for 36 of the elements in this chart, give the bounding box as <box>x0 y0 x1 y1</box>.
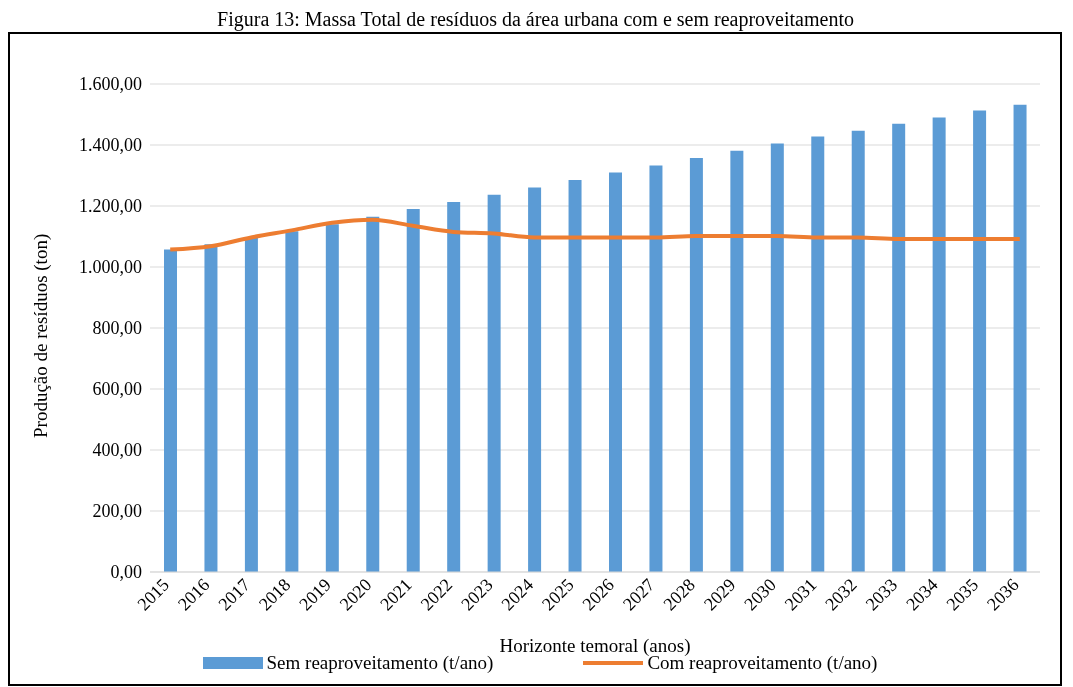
bar <box>164 249 177 572</box>
line-series <box>168 217 1022 252</box>
bar <box>487 194 501 572</box>
y-tick-label: 800,00 <box>92 318 142 339</box>
bar <box>973 110 987 572</box>
bar <box>609 172 622 572</box>
y-tick-label: 1.000,00 <box>79 257 142 278</box>
y-tick-label: 1.400,00 <box>79 135 142 156</box>
y-tick-label: 0,00 <box>110 562 142 583</box>
bar <box>932 117 946 572</box>
bar <box>1013 104 1027 572</box>
bar <box>366 216 380 572</box>
bar <box>851 130 865 572</box>
bar <box>811 136 825 572</box>
y-tick-label: 1.600,00 <box>79 74 142 95</box>
bar <box>244 238 258 572</box>
bar <box>730 150 744 572</box>
bar <box>568 180 582 572</box>
y-tick-label: 400,00 <box>92 440 142 461</box>
x-axis-title: Horizonte temoral (anos) <box>499 635 691 657</box>
y-tick-label: 1.200,00 <box>79 196 142 217</box>
bar <box>770 143 784 572</box>
bar <box>689 158 703 572</box>
bar <box>204 244 218 572</box>
legend-label: Sem reaproveitamento (t/ano) <box>266 652 494 674</box>
bar <box>406 209 420 572</box>
y-tick-label: 600,00 <box>92 379 142 400</box>
bar <box>892 123 906 572</box>
y-tick-label: 200,00 <box>92 501 142 522</box>
bar <box>285 231 299 572</box>
bar <box>528 187 542 572</box>
chart-title: Figura 13: Massa Total de resíduos da área urbana com e sem reaproveitamento <box>216 8 855 30</box>
bar <box>447 202 461 572</box>
bar <box>325 224 339 572</box>
bar <box>649 165 663 572</box>
y-axis-title: Produção de resíduos (ton) <box>29 233 52 438</box>
